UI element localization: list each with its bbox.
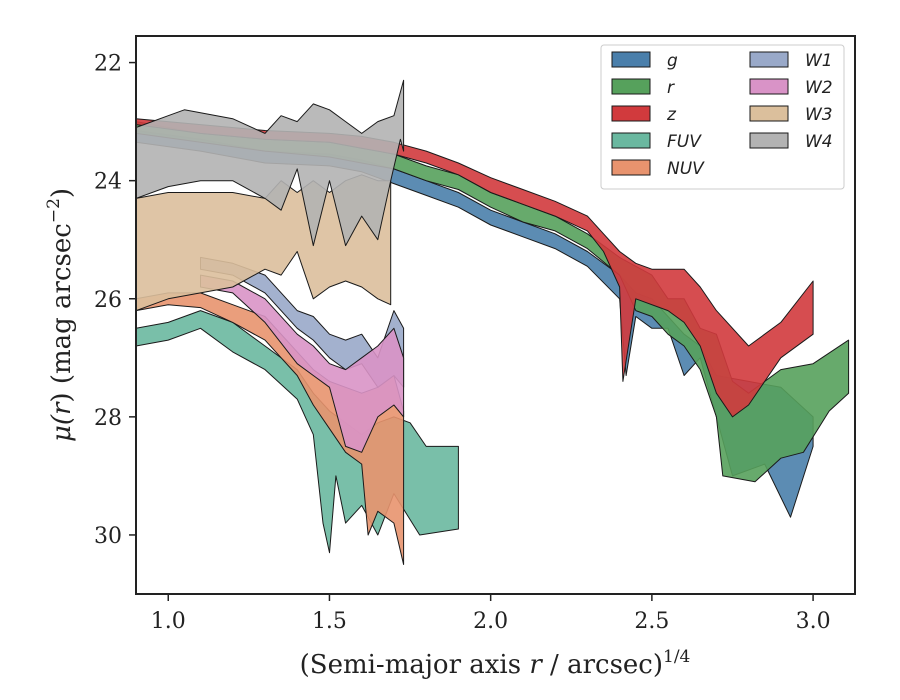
- legend-label-w3: W3: [805, 105, 833, 125]
- legend-label-nuv: NUV: [667, 159, 705, 179]
- x-tick-label: 3.0: [796, 609, 831, 634]
- y-tick-label: 26: [94, 288, 122, 313]
- legend-swatch-w4: [749, 132, 789, 149]
- legend-label-fuv: FUV: [667, 132, 702, 152]
- x-tick-label: 2.0: [473, 609, 508, 634]
- x-axis-label: (Semi-major axis r / arcsec)1/4: [300, 647, 691, 680]
- x-axis: 1.0 1.5 2.0 2.5 3.0: [151, 594, 831, 634]
- bands-layer: [136, 79, 850, 565]
- legend-label-w1: W1: [805, 51, 833, 71]
- legend-swatch-fuv: [611, 132, 651, 149]
- y-axis: 22 24 26 28 30: [94, 52, 136, 549]
- legend-label-g: g: [667, 51, 678, 71]
- x-tick-label: 1.0: [151, 609, 186, 634]
- legend-swatch-w3: [749, 105, 789, 122]
- legend-swatch-z: [611, 105, 651, 122]
- band-w2: [200, 274, 405, 453]
- legend-swatch-r: [611, 78, 651, 95]
- legend-swatch-nuv: [611, 159, 651, 176]
- band-g: [136, 130, 814, 518]
- legend-label-r: r: [667, 78, 675, 98]
- legend-label-z: z: [666, 105, 677, 125]
- legend-label-w2: W2: [805, 78, 833, 98]
- band-w4: [136, 79, 405, 247]
- y-tick-label: 28: [94, 406, 122, 431]
- x-tick-label: 2.5: [634, 609, 669, 634]
- legend-label-w4: W4: [805, 132, 833, 152]
- x-tick-label: 1.5: [312, 609, 347, 634]
- y-tick-label: 30: [94, 524, 122, 549]
- plot-frame: [135, 35, 856, 595]
- legend: grz FUV NUV W1 W2 W3 W4: [600, 44, 845, 190]
- legend-swatch-w1: [749, 51, 789, 68]
- legend-swatch-g: [611, 51, 651, 68]
- y-tick-label: 22: [94, 52, 122, 77]
- y-tick-label: 24: [94, 170, 122, 195]
- legend-swatch-w2: [749, 78, 789, 95]
- y-axis-label: μ(r) (mag arcsec−2): [44, 188, 77, 442]
- band-z: [136, 118, 814, 418]
